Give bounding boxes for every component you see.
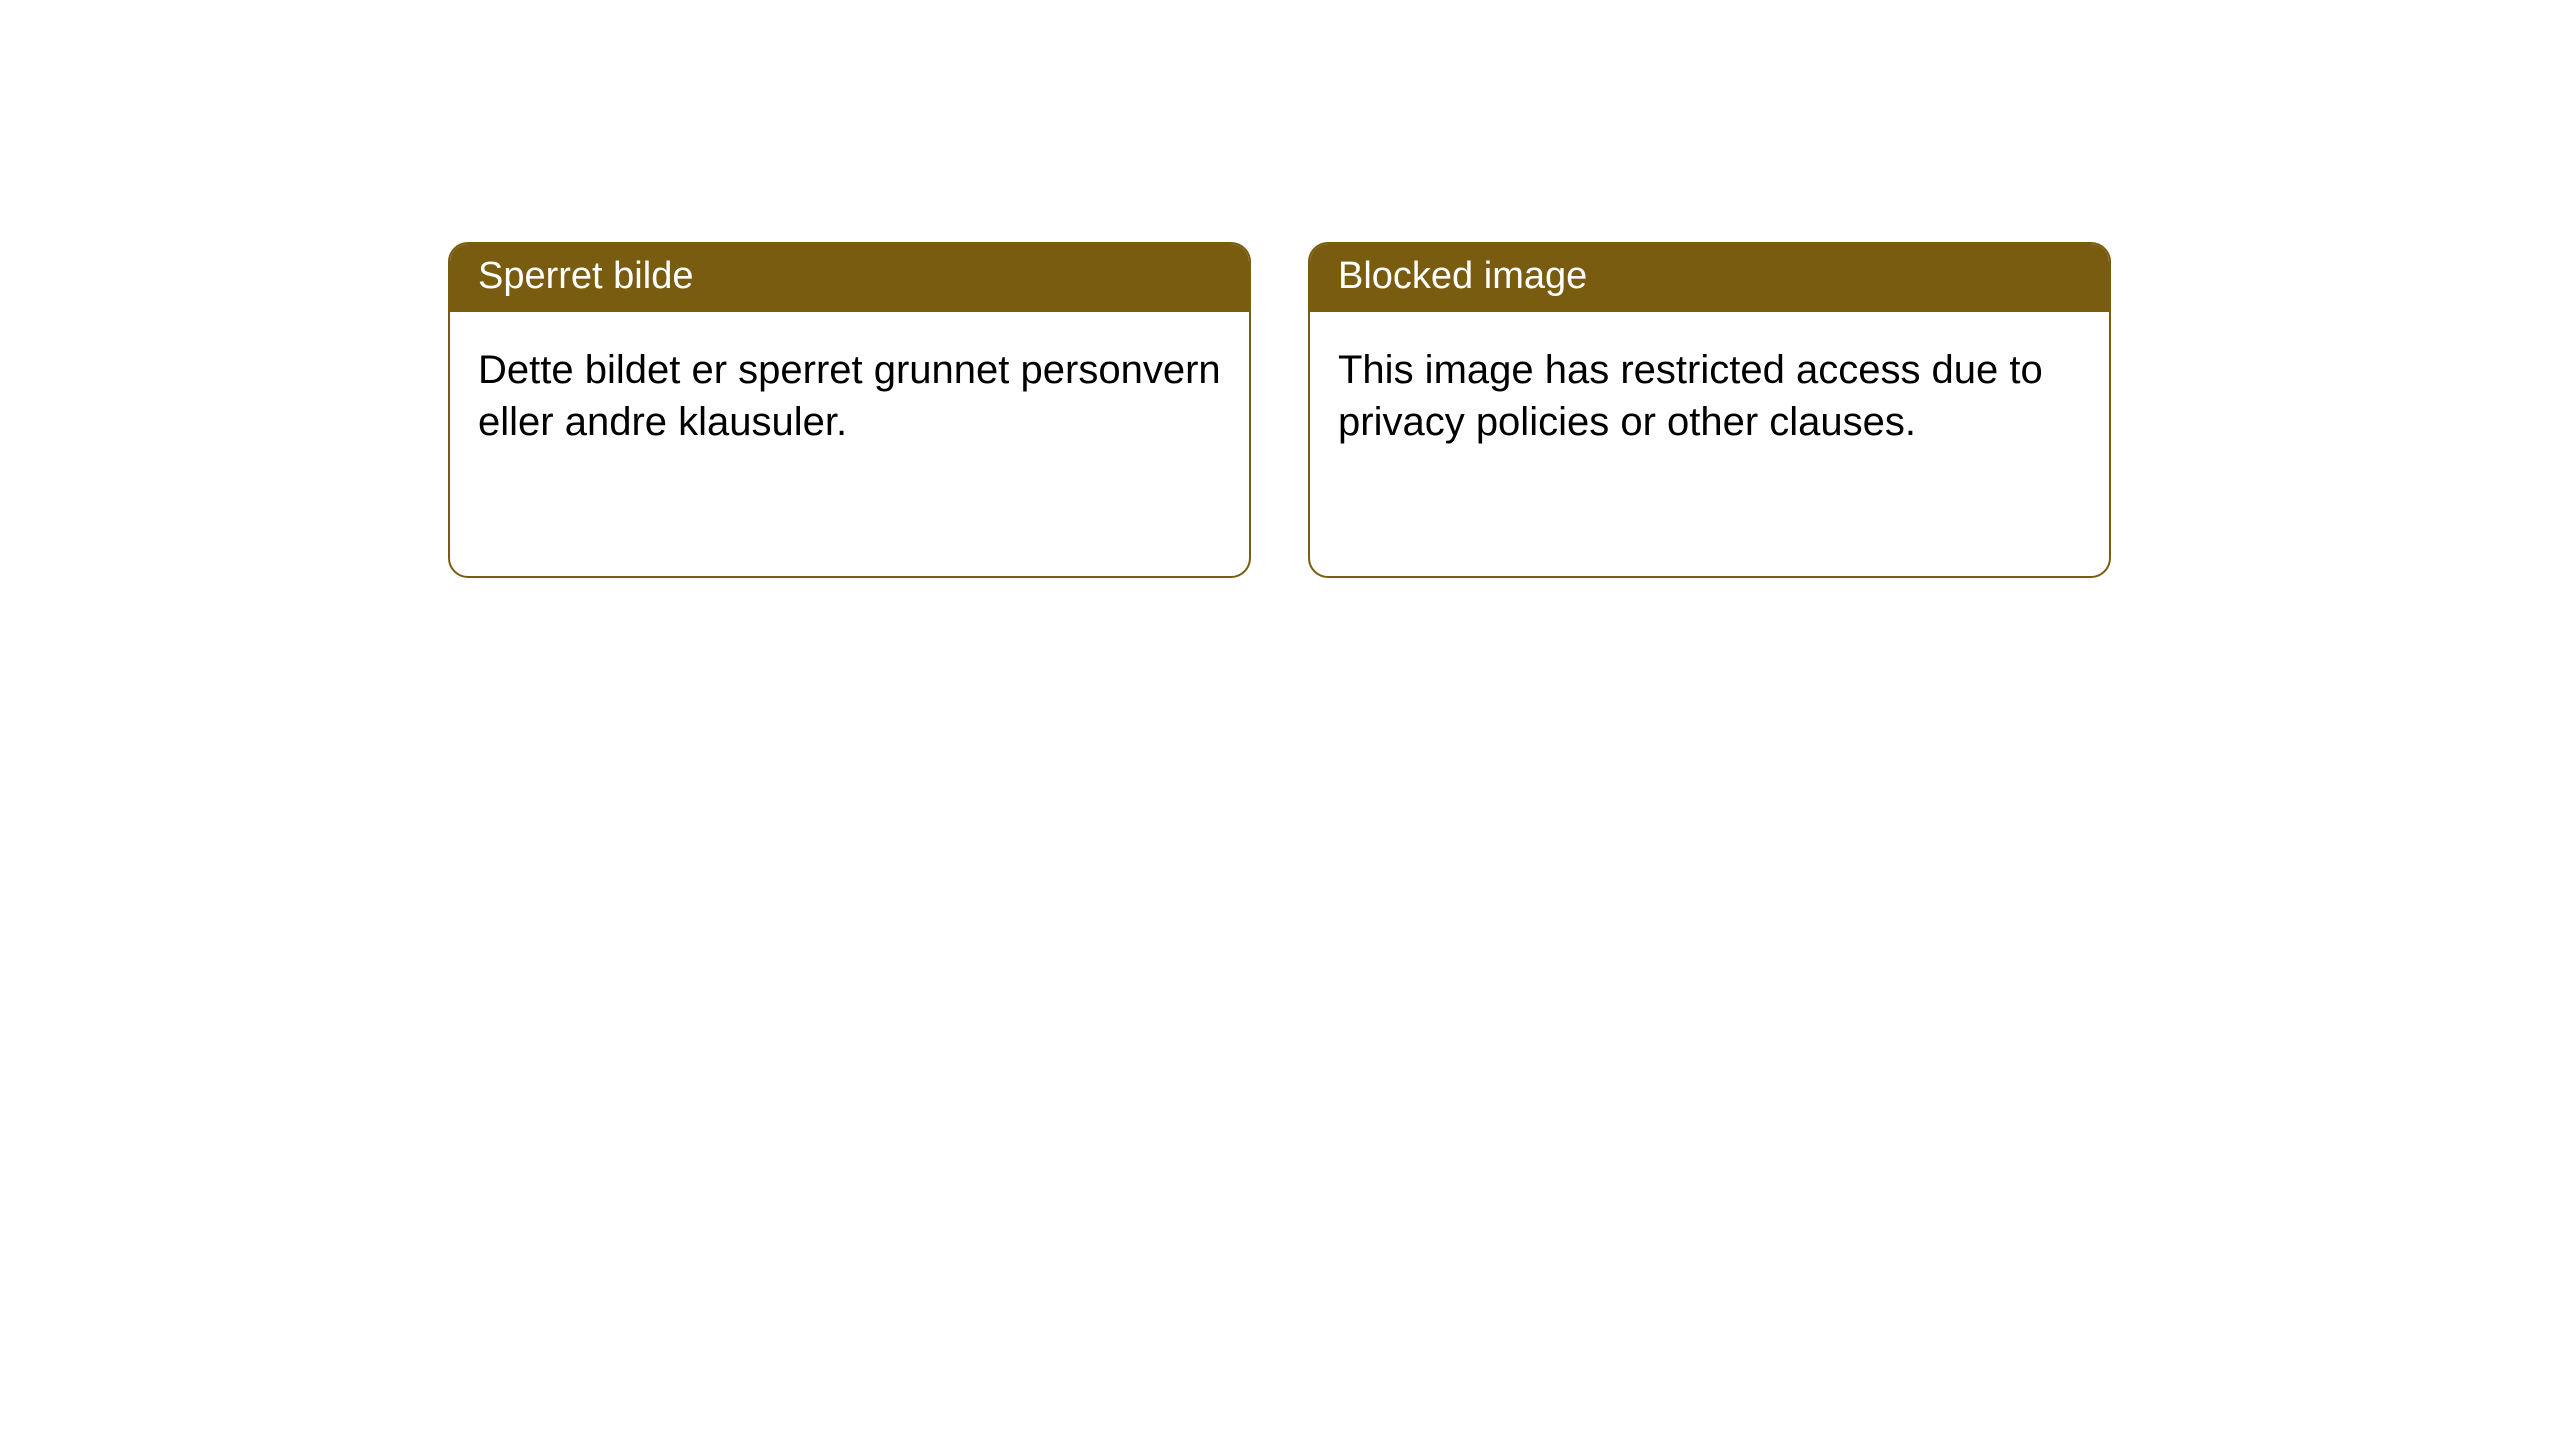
- card-body-no: Dette bildet er sperret grunnet personve…: [450, 312, 1249, 480]
- blocked-image-card-no: Sperret bilde Dette bildet er sperret gr…: [448, 242, 1251, 578]
- card-body-en: This image has restricted access due to …: [1310, 312, 2109, 480]
- card-header-en: Blocked image: [1310, 244, 2109, 312]
- blocked-image-card-en: Blocked image This image has restricted …: [1308, 242, 2111, 578]
- blocked-image-notices: Sperret bilde Dette bildet er sperret gr…: [448, 242, 2111, 578]
- card-header-no: Sperret bilde: [450, 244, 1249, 312]
